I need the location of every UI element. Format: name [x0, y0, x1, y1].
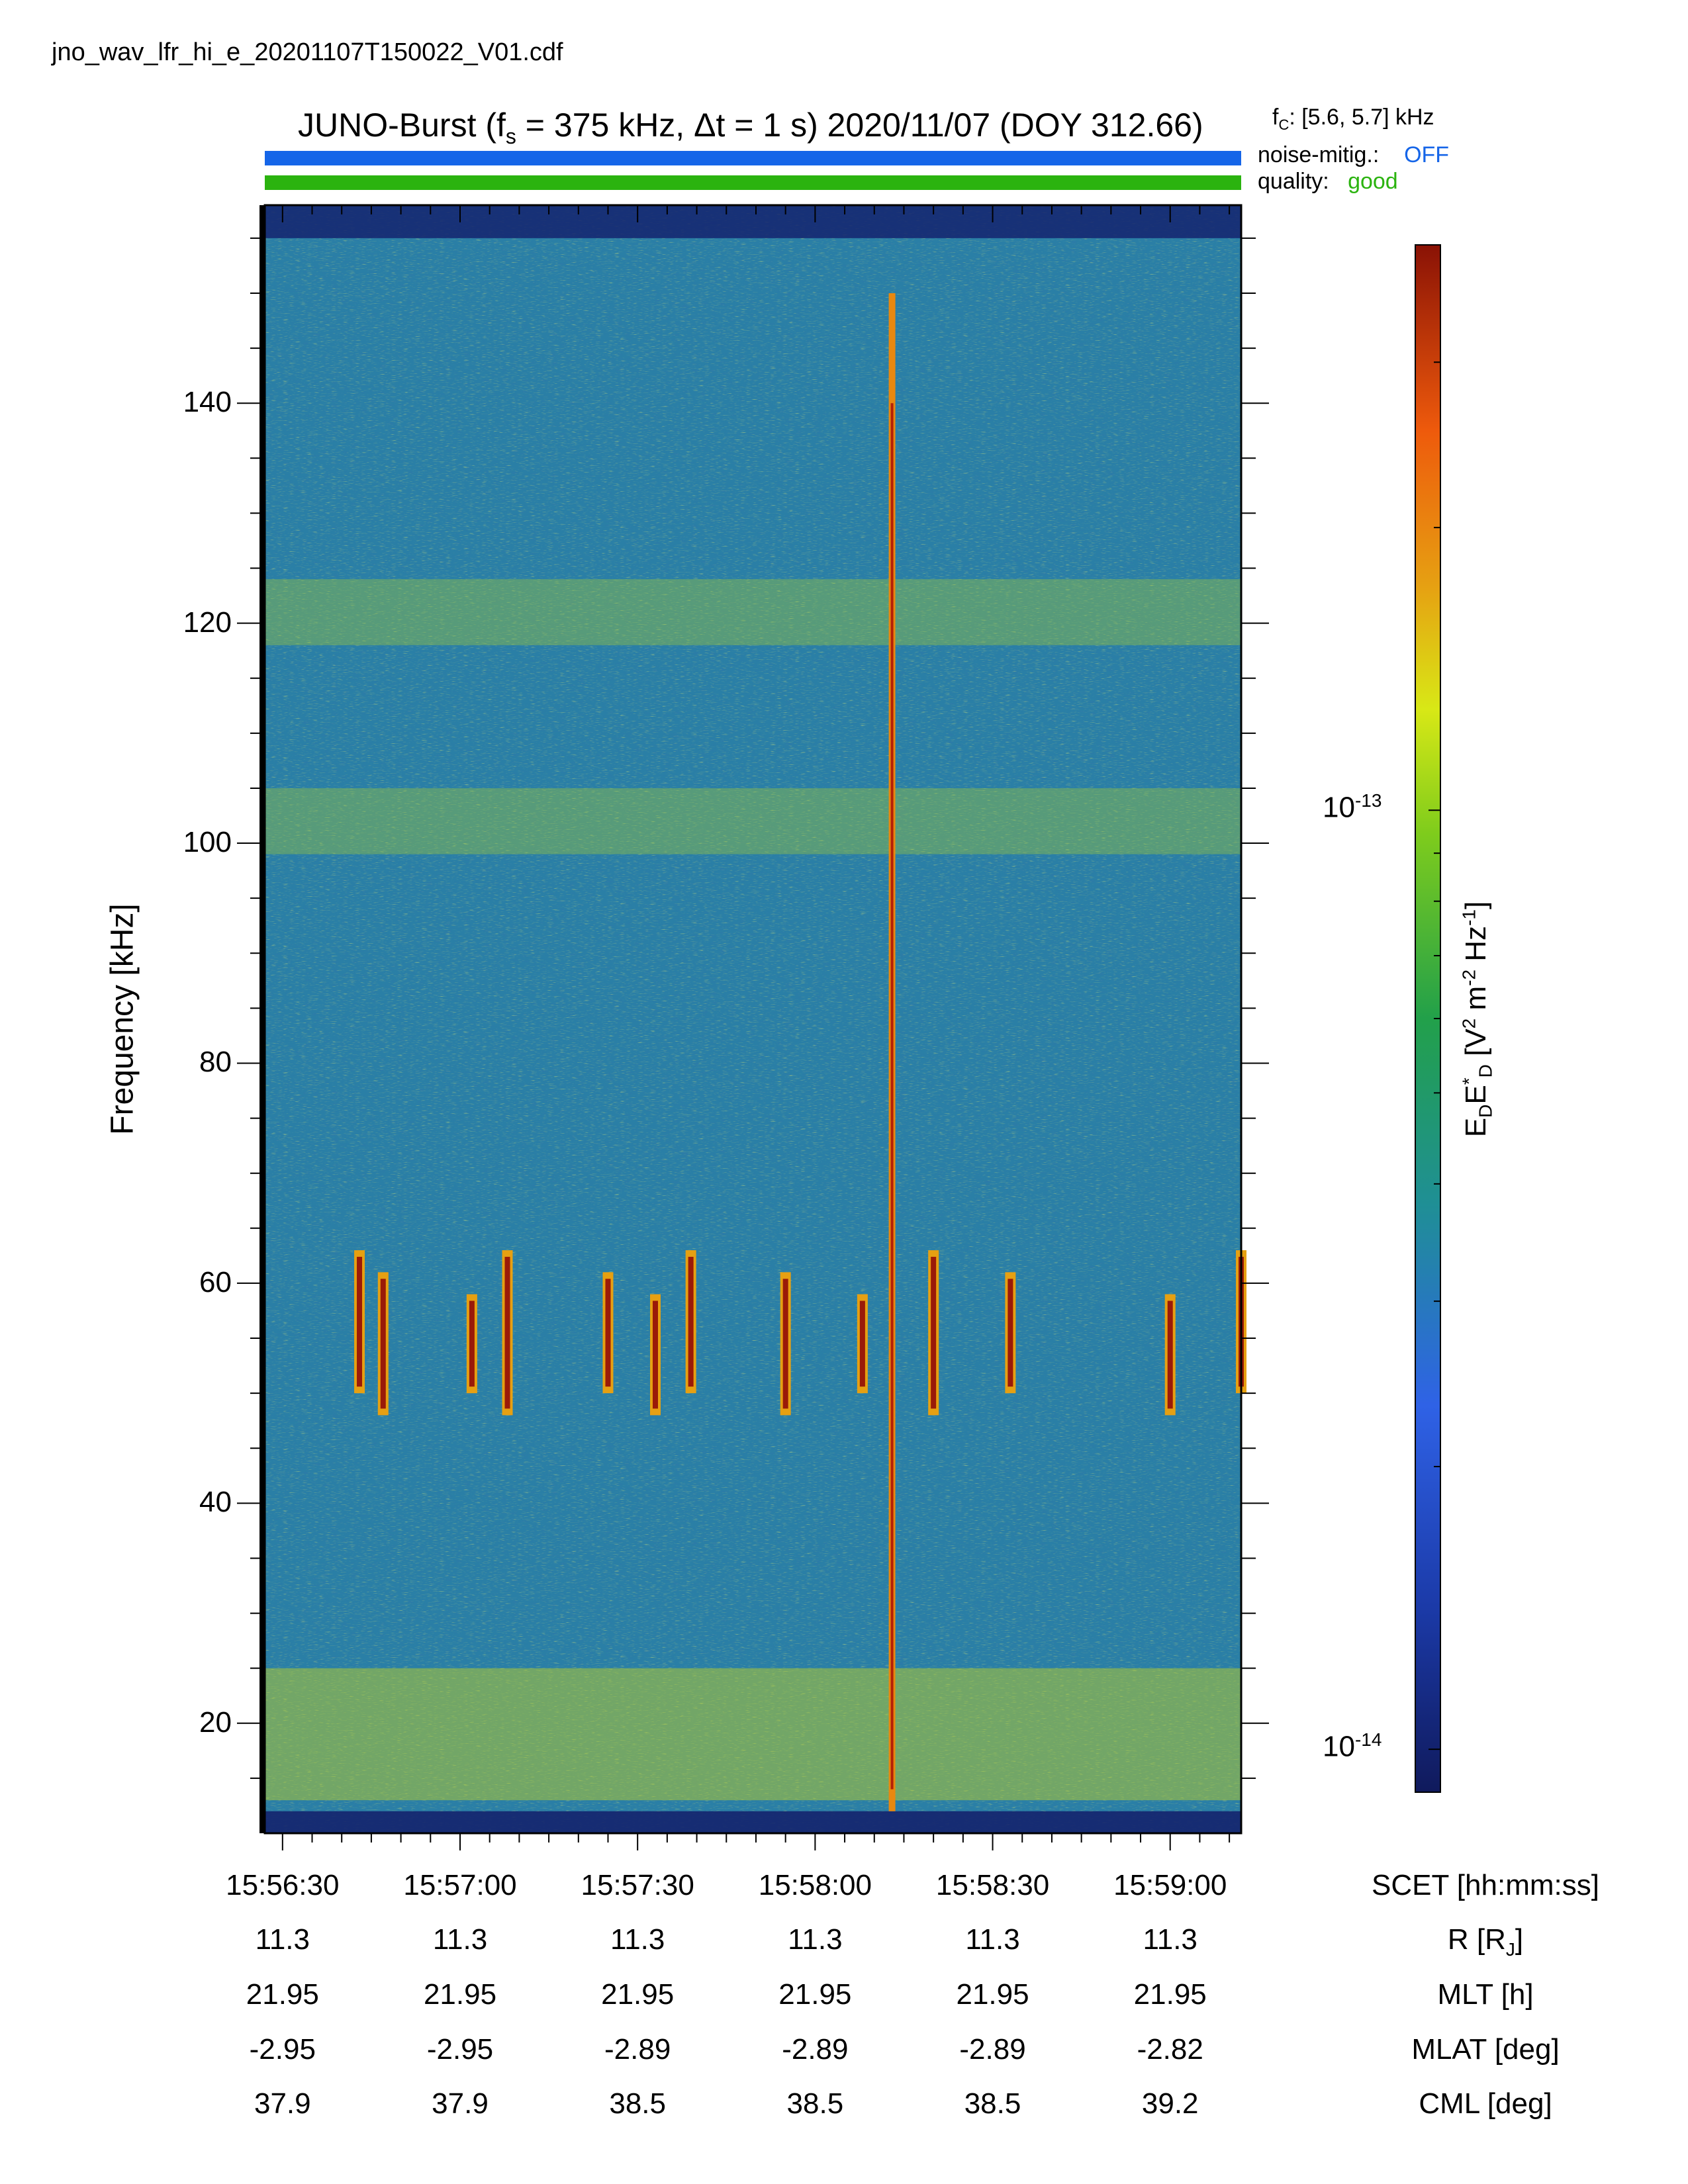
spectrogram-texture-bright	[265, 205, 1241, 1833]
ephemeris-value: 21.95	[601, 1978, 675, 2011]
x-tick-label: 15:58:30	[935, 1869, 1050, 1901]
ephemeris-value: 11.3	[1143, 1923, 1197, 1956]
ephemeris-value: -2.95	[249, 2033, 316, 2066]
burst-core-1	[380, 1279, 386, 1409]
burst-core-6	[688, 1257, 694, 1387]
emission-band-1	[265, 579, 1241, 645]
y-tick-label: 140	[183, 386, 232, 419]
x-tick-label: 15:58:00	[758, 1869, 872, 1901]
quality-value: good	[1348, 169, 1398, 194]
burst-core-2	[469, 1300, 475, 1387]
file-name: jno_wav_lfr_hi_e_20201107T150022_V01.cdf	[52, 38, 563, 66]
broadband-line-core	[890, 403, 894, 1790]
y-tick-label: 80	[199, 1046, 232, 1079]
ephemeris-value: -2.95	[426, 2033, 494, 2066]
y-tick-label: 100	[183, 826, 232, 859]
burst-core-5	[653, 1300, 658, 1409]
spectrogram-bottom-edge	[265, 1811, 1241, 1833]
ephemeris-value: 38.5	[786, 2087, 844, 2120]
fc-label: fC: [5.6, 5.7] kHz	[1272, 105, 1434, 133]
ephemeris-value: -2.89	[604, 2033, 671, 2066]
x-tick-label: 15:57:00	[403, 1869, 517, 1901]
ephemeris-value: 39.2	[1141, 2087, 1199, 2120]
noise-mitigation-value: OFF	[1404, 142, 1450, 167]
spectrogram-top-edge	[265, 205, 1241, 238]
x-tick-label: 15:56:30	[226, 1869, 340, 1901]
ephemeris-value: 11.3	[788, 1923, 843, 1956]
burst-core-3	[504, 1257, 510, 1409]
ephemeris-value: 38.5	[964, 2087, 1021, 2120]
quality-label: quality: good	[1258, 169, 1398, 194]
ephemeris-row-label: R [RJ]	[1447, 1923, 1524, 1960]
ephemeris-value: -2.89	[782, 2033, 849, 2066]
ephemeris-value: 21.95	[423, 1978, 497, 2011]
burst-core-11	[1167, 1300, 1173, 1409]
quality-bar	[265, 175, 1241, 190]
ephemeris-row-label: CML [deg]	[1419, 2087, 1552, 2120]
ephemeris-value: -2.82	[1137, 2033, 1203, 2066]
emission-band-0	[265, 788, 1241, 854]
burst-core-8	[859, 1300, 865, 1387]
ephemeris-row-label: MLAT [deg]	[1411, 2033, 1560, 2066]
ephemeris-value: 11.3	[610, 1923, 665, 1956]
burst-core-9	[931, 1257, 937, 1409]
ephemeris-value: 37.9	[432, 2087, 489, 2120]
y-tick-label: 40	[199, 1486, 232, 1519]
y-tick-label: 120	[183, 606, 232, 639]
burst-core-0	[357, 1257, 363, 1387]
ephemeris-value: -2.89	[959, 2033, 1026, 2066]
noise-mitigation-bar	[265, 151, 1241, 165]
y-tick-label: 60	[199, 1265, 232, 1298]
ephemeris-value: 38.5	[609, 2087, 666, 2120]
ephemeris-value: 11.3	[255, 1923, 310, 1956]
ephemeris-value: 37.9	[254, 2087, 311, 2120]
x-tick-label: 15:59:00	[1113, 1869, 1227, 1901]
colorbar-tick-label: 10-13	[1323, 790, 1382, 824]
noise-mitigation-label: noise-mitig.: OFF	[1258, 142, 1450, 167]
burst-core-10	[1008, 1279, 1013, 1387]
burst-core-7	[782, 1279, 788, 1409]
ephemeris-value: 11.3	[432, 1923, 488, 1956]
left-axis-bar	[259, 205, 265, 1833]
x-tick-label: 15:57:30	[581, 1869, 694, 1901]
ephemeris-value: 21.95	[246, 1978, 319, 2011]
ephemeris-value: 21.95	[956, 1978, 1029, 2011]
y-tick-label: 20	[199, 1706, 232, 1739]
low-frequency-band	[265, 1668, 1241, 1801]
ephemeris-value: 11.3	[965, 1923, 1020, 1956]
ephemeris-row-label: MLT [h]	[1437, 1978, 1534, 2011]
colorbar-tick-label: 10-14	[1323, 1729, 1382, 1763]
ephemeris-row-label: SCET [hh:mm:ss]	[1372, 1869, 1599, 1901]
ephemeris-value: 21.95	[1133, 1978, 1207, 2011]
chart-title: JUNO-Burst (fs = 375 kHz, Δt = 1 s) 2020…	[298, 107, 1203, 148]
ephemeris-value: 21.95	[778, 1978, 852, 2011]
burst-core-4	[605, 1279, 611, 1387]
